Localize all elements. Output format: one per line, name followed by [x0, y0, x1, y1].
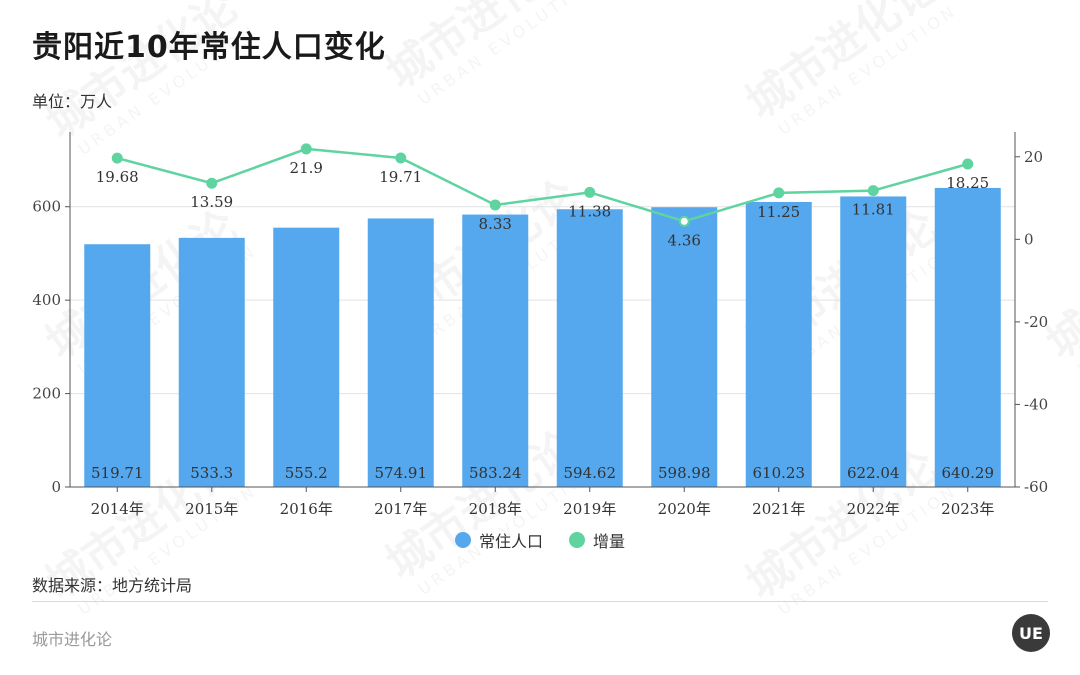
watermark-text: 城市进化论 — [1037, 200, 1080, 369]
y-left-tick-label: 400 — [32, 291, 61, 309]
bar — [462, 214, 529, 487]
bar — [84, 244, 151, 487]
bar — [745, 201, 812, 487]
line-value-label: 8.33 — [479, 215, 512, 233]
bar — [840, 196, 907, 488]
bar-value-label: 610.23 — [753, 464, 806, 482]
x-tick-label: 2019年 — [563, 500, 616, 518]
brand-logo: UE — [1012, 614, 1050, 652]
line-point — [395, 152, 407, 164]
x-tick-label: 2020年 — [658, 500, 711, 518]
legend-bar-label: 常住人口 — [478, 532, 543, 551]
bar-value-label: 574.91 — [375, 464, 428, 482]
line-point — [111, 152, 123, 164]
line-point — [867, 185, 879, 197]
x-tick-label: 2015年 — [185, 500, 238, 518]
line-series: 19.68 13.59 21.9 19.71 8.33 11.38 4.36 11.25 11.… — [96, 143, 989, 249]
line-point — [206, 177, 218, 189]
line-value-label: 19.68 — [96, 168, 139, 186]
x-tick-label: 2021年 — [752, 500, 805, 518]
x-tick-label: 2022年 — [847, 500, 900, 518]
x-tick-label: 2016年 — [280, 500, 333, 518]
line-point — [678, 215, 690, 227]
data-source: 数据来源：地方统计局 — [32, 576, 193, 595]
bar — [651, 207, 718, 487]
x-tick-label: 2014年 — [91, 500, 144, 518]
legend-item-increment[interactable]: 增量 — [569, 528, 625, 552]
axes: 0 200 400 600 -60 -40 -20 0 20 2014年 2015年 2016年 201… — [32, 132, 1048, 518]
line-value-label: 4.36 — [668, 231, 701, 249]
bar — [273, 227, 340, 488]
legend-line-label: 增量 — [593, 532, 626, 551]
divider — [32, 601, 1048, 602]
line-point — [584, 186, 596, 198]
x-tick-label: 2017年 — [374, 500, 427, 518]
bar-value-label: 519.71 — [91, 464, 144, 482]
bar-value-label: 622.04 — [847, 464, 900, 482]
legend: 常住人口 增量 — [0, 528, 1080, 552]
chart-title: 贵阳近10年常住人口变化 — [32, 30, 386, 65]
y-left-tick-label: 0 — [51, 478, 61, 496]
y-right-tick-label: 0 — [1024, 230, 1034, 248]
line-value-label: 11.81 — [852, 201, 895, 219]
bar — [178, 237, 245, 487]
y-right-tick-label: -20 — [1024, 313, 1048, 331]
watermark: 城市进化论URBAN EVOLUTION — [737, 0, 961, 139]
y-left-tick-label: 200 — [32, 385, 61, 403]
bar — [934, 187, 1001, 487]
line-value-label: 11.25 — [757, 203, 800, 221]
bar — [367, 218, 434, 487]
watermark: 城市进化论URBAN EVOLUTION — [1037, 200, 1080, 378]
bar-value-label: 640.29 — [942, 464, 995, 482]
line-value-label: 18.25 — [946, 174, 989, 192]
increment-line — [116, 147, 969, 223]
line-value-label: 13.59 — [190, 193, 233, 211]
legend-item-population[interactable]: 常住人口 — [454, 528, 543, 552]
bar-series: 519.71 533.3 555.2 574.91 583.24 594.62 598.98… — [84, 187, 1001, 488]
bar-value-label: 594.62 — [564, 464, 617, 482]
x-tick-label: 2023年 — [941, 500, 994, 518]
line-value-label: 19.71 — [379, 168, 422, 186]
y-right-tick-label: 20 — [1024, 148, 1043, 166]
bar-value-label: 598.98 — [658, 464, 711, 482]
unit-label: 单位：万人 — [32, 92, 113, 111]
legend-line-swatch — [569, 532, 585, 548]
legend-bar-swatch — [454, 532, 471, 548]
line-point — [489, 199, 501, 211]
line-value-label: 21.9 — [290, 159, 323, 177]
line-value-label: 11.38 — [568, 202, 611, 220]
line-point — [300, 143, 312, 155]
bar-value-label: 583.24 — [469, 464, 522, 482]
y-right-tick-label: -40 — [1024, 395, 1048, 413]
bar-value-label: 555.2 — [285, 464, 328, 482]
bar — [556, 209, 623, 487]
line-point — [962, 158, 974, 170]
watermark-text: 城市进化论 — [737, 0, 947, 129]
bar-value-label: 533.3 — [190, 464, 233, 482]
watermark-text: 城市进化论 — [37, 0, 247, 149]
x-tick-label: 2018年 — [469, 500, 522, 518]
brand-name: 城市进化论 — [32, 630, 113, 649]
watermark: 城市进化论URBAN EVOLUTION — [37, 0, 261, 159]
y-right-tick-label: -60 — [1024, 478, 1048, 496]
watermark: 城市进化论URBAN EVOLUTION — [377, 0, 601, 109]
y-left-tick-label: 600 — [32, 198, 61, 216]
line-point — [773, 187, 785, 199]
